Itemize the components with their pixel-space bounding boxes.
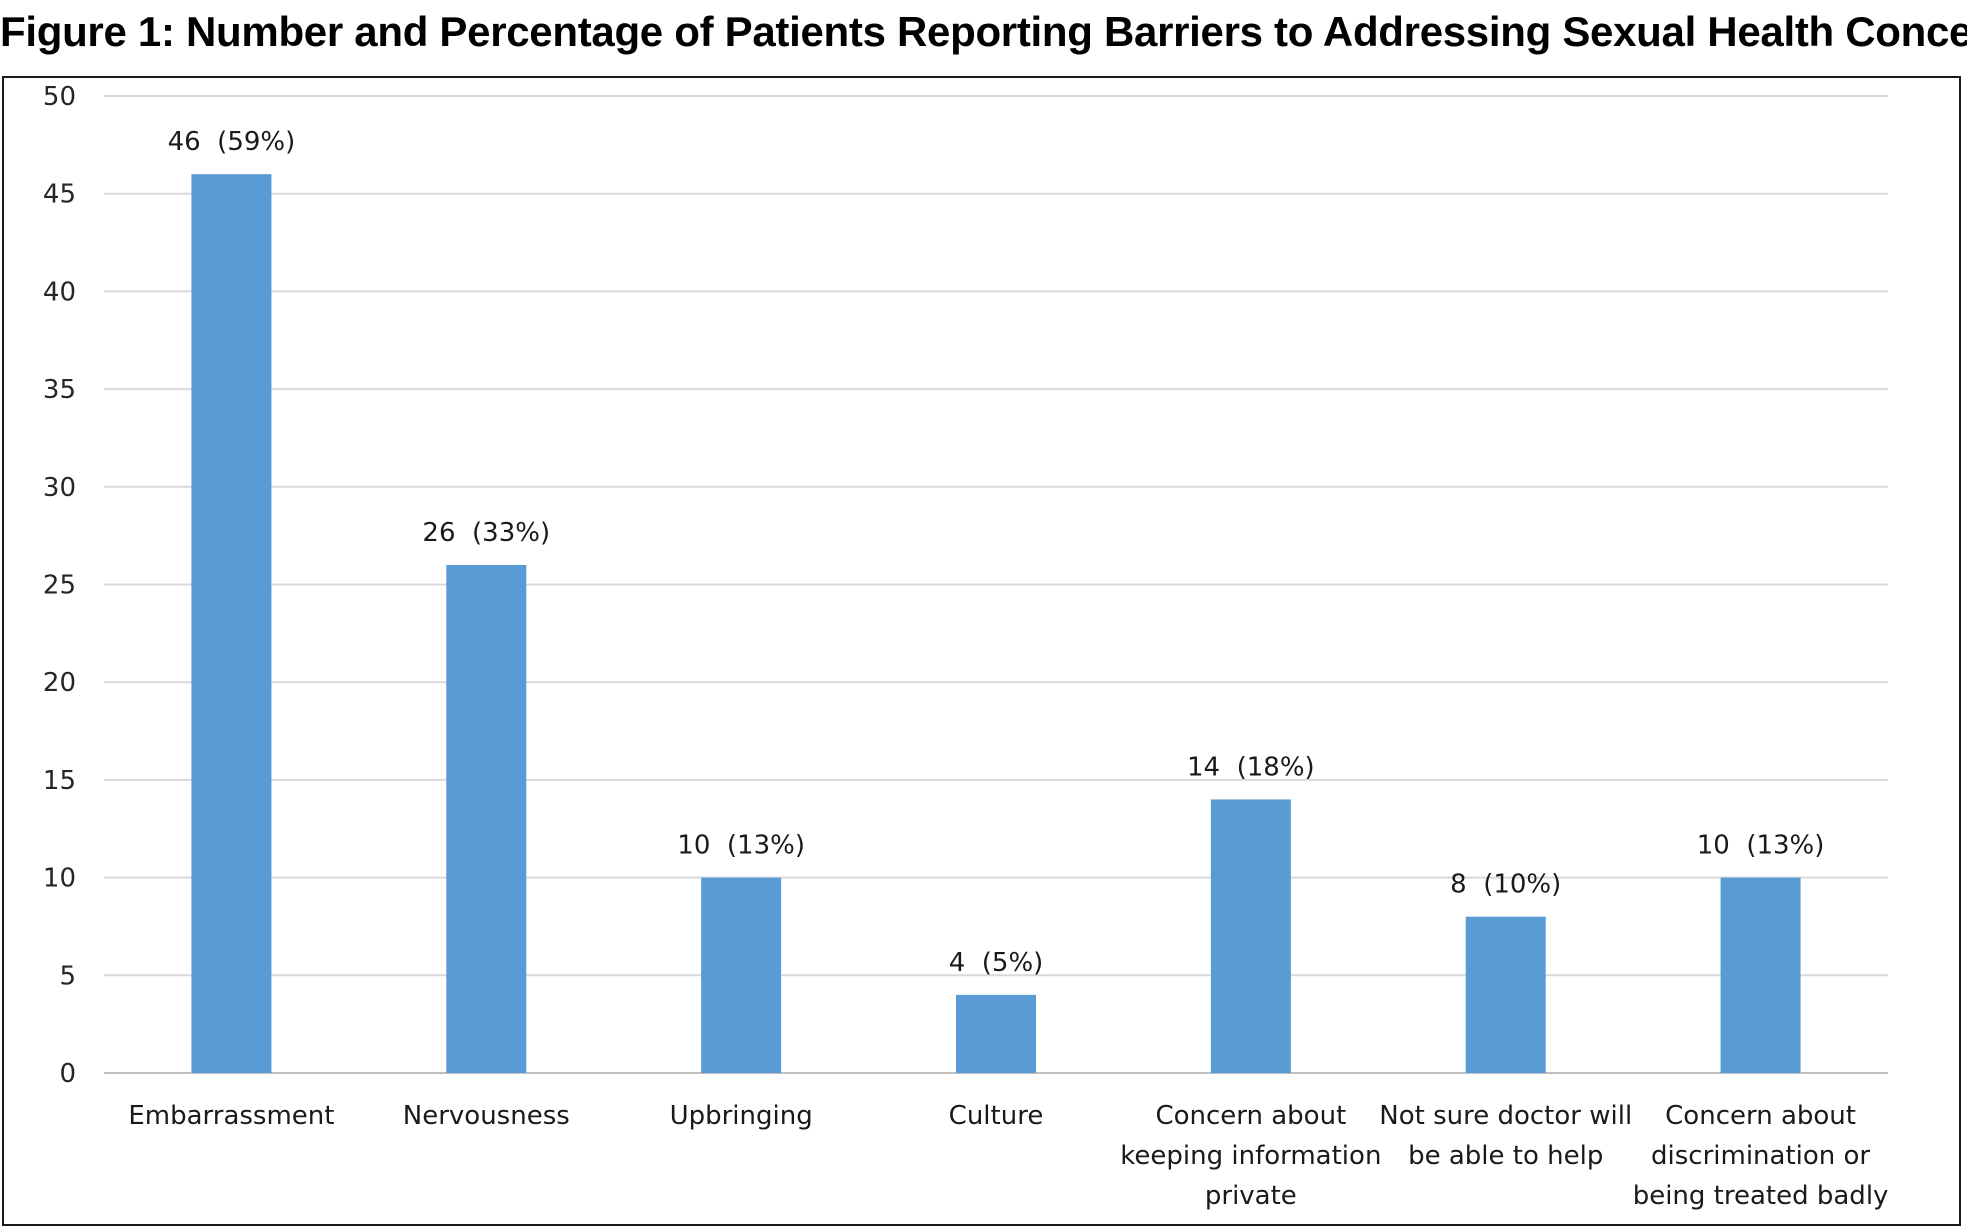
- data-label: 26 (33%): [422, 518, 550, 548]
- category-label: Nervousness: [403, 1101, 570, 1131]
- data-label: 14 (18%): [1187, 752, 1315, 782]
- y-tick-label: 40: [43, 277, 76, 307]
- gridlines: [104, 95, 1888, 1074]
- chart-frame: [2, 76, 1961, 1226]
- y-tick-label: 50: [43, 82, 76, 112]
- category-labels: Embarrassment Nervousness Upbringing Cultur…: [128, 1101, 1888, 1211]
- bar: [701, 877, 782, 1073]
- data-label: 8 (10%): [1450, 870, 1561, 900]
- bar: [956, 994, 1036, 1073]
- y-tick-label: 35: [43, 375, 76, 405]
- y-tick-label: 30: [43, 473, 76, 503]
- y-tick-label: 45: [43, 180, 76, 210]
- data-labels: 46 (59%) 26 (33%) 10 (13%) 4 (5%) 14 (18%) 8 …: [168, 127, 1825, 978]
- y-tick-label: 10: [43, 864, 76, 894]
- chart-title: Figure 1: Number and Percentage of Patie…: [0, 8, 1967, 55]
- y-tick-label: 5: [59, 961, 76, 991]
- y-tick-label: 20: [43, 668, 76, 698]
- y-axis-ticks: 0 5 10 15 20 25 30 35 40 45 50: [43, 82, 76, 1089]
- data-label: 4 (5%): [949, 948, 1044, 978]
- data-label: 10 (13%): [1697, 831, 1825, 861]
- y-tick-label: 0: [59, 1059, 76, 1089]
- category-label: Culture: [949, 1101, 1044, 1131]
- category-label: Not sure doctor will be able to help: [1379, 1101, 1632, 1171]
- category-label: Concern about discrimination or being trea…: [1633, 1101, 1889, 1211]
- bar: [191, 174, 272, 1073]
- category-label: Concern about keeping information private: [1120, 1101, 1381, 1211]
- data-label: 10 (13%): [677, 831, 805, 861]
- bar: [1465, 916, 1546, 1073]
- data-label: 46 (59%): [168, 127, 296, 157]
- bar: [446, 564, 527, 1073]
- category-label: Upbringing: [670, 1101, 813, 1131]
- category-label: Embarrassment: [128, 1101, 334, 1131]
- bar: [1210, 799, 1291, 1073]
- bars: [191, 174, 1801, 1073]
- y-tick-label: 25: [43, 571, 76, 601]
- bar: [1720, 877, 1801, 1073]
- y-tick-label: 15: [43, 766, 76, 796]
